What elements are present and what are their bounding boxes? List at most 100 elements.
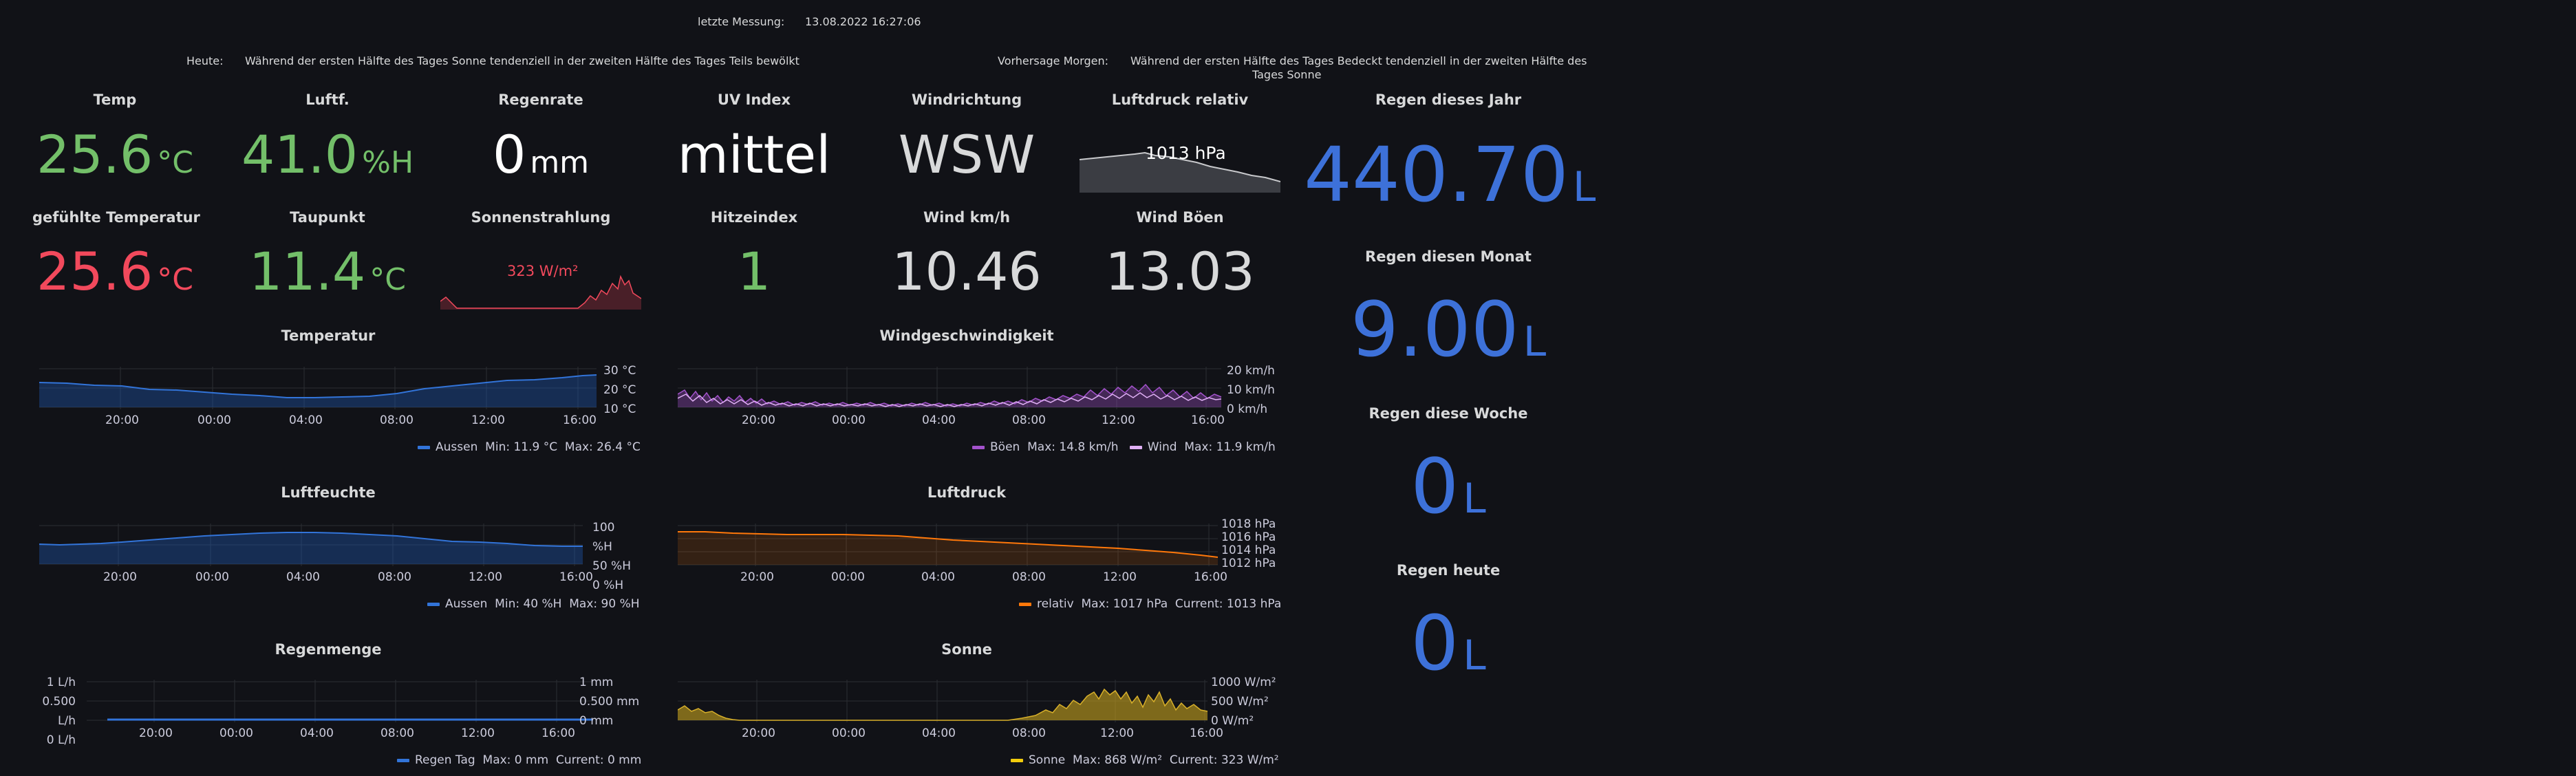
sonne-ytick: 1000 W/m² — [1211, 676, 1276, 689]
rain-year-value: 440.70 L — [1304, 131, 1596, 219]
sonne-chart: 1000 W/m² 500 W/m² 0 W/m² 20:00 00:00 04… — [677, 671, 1276, 740]
sonne-xtick: 20:00 — [742, 726, 775, 740]
legend-swatch — [1011, 758, 1023, 762]
sonne-legend[interactable]: Sonne Max: 868 W/m² Current: 323 W/m² — [1011, 753, 1279, 767]
wind-ytick: 20 km/h — [1227, 364, 1275, 378]
wind-xtick: 16:00 — [1191, 413, 1225, 427]
rain-month-title: Regen diesen Monat — [1365, 248, 1532, 265]
luftdruck-ytick: 1014 hPa — [1221, 543, 1276, 557]
luftdruck-legend[interactable]: relativ Max: 1017 hPa Current: 1013 hPa — [1019, 597, 1281, 611]
pressure-value: 1013 hPa — [1146, 143, 1226, 163]
tomorrow-forecast-line1: Während der ersten Hälfte des Tages Bede… — [1130, 54, 1587, 67]
regenmenge-ytick-right: 0 mm — [579, 714, 614, 728]
humidity-value: 41.0 %H — [241, 124, 414, 185]
humidity-title: Luftf. — [305, 91, 350, 108]
sonne-xtick: 00:00 — [832, 726, 866, 740]
tomorrow-label: Vorhersage Morgen: — [998, 54, 1108, 67]
solar-sparkline: 323 W/m² — [440, 255, 642, 310]
temperatur-xtick: 20:00 — [105, 413, 139, 427]
feels-value: 25.6 °C — [36, 241, 193, 302]
wind-xtick: 04:00 — [922, 413, 956, 427]
legend-swatch — [1019, 602, 1031, 606]
sonne-ytick: 500 W/m² — [1211, 695, 1269, 709]
rain-year-title: Regen dieses Jahr — [1375, 91, 1522, 108]
luftdruck-xtick: 08:00 — [1012, 570, 1046, 584]
luftfeuchte-xtick: 08:00 — [378, 570, 411, 584]
temperatur-xtick: 08:00 — [380, 413, 414, 427]
regenmenge-chart: 1 L/h 0.500 L/h 0 L/h 1 mm 0.500 mm 0 mm… — [21, 671, 640, 747]
sonne-xtick: 04:00 — [922, 726, 956, 740]
regenmenge-xtick: 08:00 — [380, 726, 414, 740]
temperatur-ytick: 30 °C — [603, 364, 636, 378]
legend-swatch — [427, 602, 440, 606]
temperatur-xtick: 04:00 — [289, 413, 323, 427]
luftfeuchte-ytick: 0 %H — [592, 579, 624, 592]
rainrate-title: Regenrate — [498, 91, 583, 108]
wind-chart-title: Windgeschwindigkeit — [879, 327, 1054, 344]
luftfeuchte-xtick: 16:00 — [559, 570, 593, 584]
luftdruck-xtick: 00:00 — [831, 570, 865, 584]
dewpoint-value: 11.4 °C — [249, 241, 406, 302]
rainrate-value: 0 mm — [492, 124, 590, 185]
wind-xtick: 12:00 — [1102, 413, 1135, 427]
regenmenge-xtick: 00:00 — [219, 726, 253, 740]
luftdruck-ytick: 1016 hPa — [1221, 530, 1276, 544]
uv-value: mittel — [677, 124, 831, 185]
regenmenge-legend[interactable]: Regen Tag Max: 0 mm Current: 0 mm — [397, 753, 641, 767]
pressure-title: Luftdruck relativ — [1111, 91, 1249, 108]
regenmenge-ytick-right: 1 mm — [579, 676, 614, 689]
dewpoint-title: Taupunkt — [290, 209, 365, 226]
today-label: Heute: — [186, 54, 224, 67]
solar-title: Sonnenstrahlung — [471, 209, 611, 226]
legend-swatch — [418, 445, 430, 449]
luftdruck-chart-title: Luftdruck — [927, 484, 1007, 501]
luftfeuchte-xtick: 04:00 — [286, 570, 320, 584]
gusts-value: 13.03 — [1105, 241, 1255, 302]
temperatur-legend[interactable]: Aussen Min: 11.9 °C Max: 26.4 °C — [418, 440, 641, 454]
luftfeuchte-legend[interactable]: Aussen Min: 40 %H Max: 90 %H — [427, 597, 640, 611]
regenmenge-xtick: 20:00 — [139, 726, 173, 740]
rain-today-title: Regen heute — [1396, 562, 1501, 579]
last-measurement-value: 13.08.2022 16:27:06 — [805, 15, 921, 28]
luftfeuchte-ytick: 50 %H — [592, 559, 631, 573]
today-forecast-text: Während der ersten Hälfte des Tages Sonn… — [245, 54, 799, 67]
regenmenge-ytick-right: 0.500 mm — [579, 695, 640, 709]
heatindex-title: Hitzeindex — [710, 209, 798, 226]
rain-week-title: Regen diese Woche — [1368, 405, 1528, 422]
sonne-chart-title: Sonne — [941, 641, 992, 658]
pressure-sparkline: 1013 hPa — [1079, 138, 1281, 193]
wind-ytick: 10 km/h — [1227, 383, 1275, 397]
regenmenge-chart-title: Regenmenge — [275, 641, 382, 658]
regenmenge-xtick: 16:00 — [541, 726, 575, 740]
wind-xtick: 20:00 — [742, 413, 775, 427]
gusts-title: Wind Böen — [1136, 209, 1224, 226]
regenmenge-xtick: 04:00 — [300, 726, 334, 740]
luftfeuchte-chart: 100 %H 50 %H 0 %H 20:00 00:00 04:00 08:0… — [39, 517, 638, 592]
sonne-xtick: 16:00 — [1190, 726, 1223, 740]
rain-month-value: 9.00 L — [1350, 285, 1547, 374]
luftdruck-ytick: 1018 hPa — [1221, 517, 1276, 531]
wind-legend[interactable]: Böen Max: 14.8 km/h Wind Max: 11.9 km/h — [972, 440, 1276, 454]
wind-chart: 20 km/h 10 km/h 0 km/h 20:00 00:00 04:00… — [677, 360, 1276, 429]
tomorrow-forecast-line2: Tages Sonne — [1252, 68, 1322, 81]
feels-title: gefühlte Temperatur — [32, 209, 200, 226]
temp-value: 25.6 °C — [36, 124, 193, 185]
temperatur-xtick: 16:00 — [563, 413, 597, 427]
luftdruck-xtick: 04:00 — [921, 570, 955, 584]
heatindex-value: 1 — [737, 241, 771, 302]
wind-ytick: 0 km/h — [1227, 402, 1268, 416]
luftdruck-xtick: 20:00 — [740, 570, 774, 584]
wind-xtick: 00:00 — [832, 413, 866, 427]
regenmenge-ytick-left: 1 L/h — [46, 676, 76, 689]
regenmenge-xtick: 12:00 — [461, 726, 495, 740]
legend-swatch — [972, 445, 985, 449]
luftdruck-xtick: 12:00 — [1103, 570, 1137, 584]
temperatur-xtick: 00:00 — [197, 413, 231, 427]
sonne-ytick: 0 W/m² — [1211, 714, 1254, 728]
sonne-xtick: 12:00 — [1100, 726, 1134, 740]
luftfeuchte-xtick: 00:00 — [195, 570, 229, 584]
temperatur-xtick: 12:00 — [471, 413, 505, 427]
luftdruck-ytick: 1012 hPa — [1221, 557, 1276, 570]
